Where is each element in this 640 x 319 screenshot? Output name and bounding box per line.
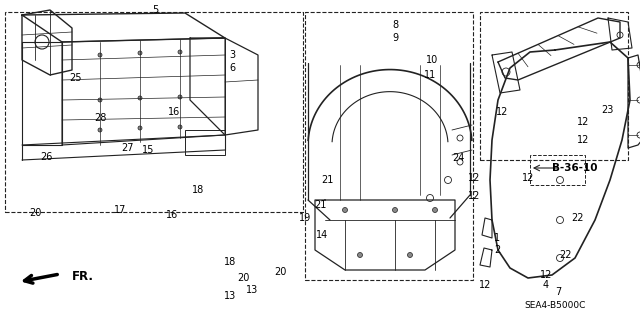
Text: 18: 18 (192, 185, 204, 195)
Circle shape (138, 51, 142, 55)
Text: 28: 28 (94, 113, 106, 123)
Circle shape (138, 126, 142, 130)
Text: 21: 21 (321, 175, 333, 185)
Text: 12: 12 (577, 117, 589, 127)
Text: 8: 8 (392, 20, 398, 30)
Text: FR.: FR. (72, 270, 94, 283)
Text: 6: 6 (229, 63, 235, 73)
Text: 12: 12 (479, 280, 491, 290)
Text: B-36-10: B-36-10 (552, 163, 598, 173)
Text: 5: 5 (152, 5, 158, 15)
Text: 24: 24 (452, 153, 464, 163)
Circle shape (342, 207, 348, 212)
Text: 12: 12 (540, 270, 552, 280)
Circle shape (178, 125, 182, 129)
Circle shape (138, 96, 142, 100)
Circle shape (408, 253, 413, 257)
Text: 1: 1 (494, 233, 500, 243)
Text: 20: 20 (237, 273, 249, 283)
Text: 14: 14 (316, 230, 328, 240)
Text: 22: 22 (559, 250, 572, 260)
Text: 25: 25 (68, 73, 81, 83)
Text: 20: 20 (29, 208, 41, 218)
Bar (185, 130, 225, 155)
Text: 27: 27 (122, 143, 134, 153)
Text: 4: 4 (543, 280, 549, 290)
Text: 19: 19 (299, 213, 311, 223)
Circle shape (392, 207, 397, 212)
Circle shape (433, 207, 438, 212)
Text: 12: 12 (577, 135, 589, 145)
Circle shape (98, 53, 102, 57)
Text: 20: 20 (274, 267, 286, 277)
Circle shape (358, 253, 362, 257)
Circle shape (98, 98, 102, 102)
Text: 13: 13 (246, 285, 258, 295)
Text: 21: 21 (314, 200, 326, 210)
Bar (480, 12, 628, 160)
Text: 16: 16 (166, 210, 178, 220)
Circle shape (98, 128, 102, 132)
Text: 15: 15 (142, 145, 154, 155)
Bar (305, 12, 473, 280)
Circle shape (178, 95, 182, 99)
Text: SEA4-B5000C: SEA4-B5000C (524, 300, 586, 309)
Text: 2: 2 (494, 245, 500, 255)
Text: 3: 3 (229, 50, 235, 60)
Text: 16: 16 (168, 107, 180, 117)
Text: 12: 12 (468, 191, 480, 201)
Text: 13: 13 (224, 291, 236, 301)
Bar (530, 155, 585, 185)
Text: 10: 10 (426, 55, 438, 65)
Text: 12: 12 (496, 107, 508, 117)
Text: 18: 18 (224, 257, 236, 267)
Text: 12: 12 (468, 173, 480, 183)
Text: 17: 17 (114, 205, 126, 215)
Bar (5, 12, 303, 212)
Circle shape (178, 50, 182, 54)
Text: 22: 22 (572, 213, 584, 223)
Text: 26: 26 (40, 152, 52, 162)
Text: 7: 7 (555, 287, 561, 297)
Text: 9: 9 (392, 33, 398, 43)
Text: 23: 23 (601, 105, 613, 115)
Text: 11: 11 (424, 70, 436, 80)
Text: 12: 12 (522, 173, 534, 183)
